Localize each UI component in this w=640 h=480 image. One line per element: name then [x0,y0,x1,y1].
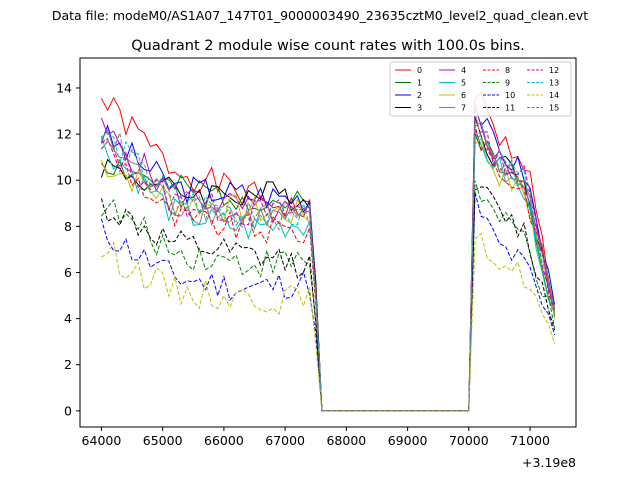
y-tick-label: 2 [64,357,72,372]
x-tick-label: 68000 [326,433,366,448]
legend-label-5: 5 [461,79,466,88]
y-tick-label: 4 [64,311,72,326]
series-line-14 [101,232,556,412]
x-tick-label: 65000 [143,433,183,448]
x-tick-label: 64000 [82,433,122,448]
y-tick-label: 0 [64,403,72,418]
plot-area [80,58,576,427]
x-tick-label: 71000 [510,433,550,448]
legend-label-12: 12 [549,66,559,75]
x-offset-label: +3.19e8 [522,455,576,470]
series-line-12 [101,131,556,412]
x-tick-label: 67000 [265,433,305,448]
y-tick-label: 14 [56,80,72,95]
legend-label-10: 10 [505,91,515,100]
legend-label-14: 14 [549,91,559,100]
legend-label-4: 4 [461,66,466,75]
legend-label-8: 8 [505,66,510,75]
legend-label-7: 7 [461,104,466,113]
y-tick-label: 12 [56,127,72,142]
legend-label-11: 11 [505,104,515,113]
legend-label-1: 1 [417,79,422,88]
legend-label-13: 13 [549,79,559,88]
legend-label-9: 9 [505,79,510,88]
legend-label-6: 6 [461,91,466,100]
chart-suptitle: Data file: modeM0/AS1A07_147T01_90000034… [52,8,588,23]
series-layer [100,91,556,412]
x-tick-label: 69000 [388,433,428,448]
y-tick-label: 8 [64,219,72,234]
chart-title: Quadrant 2 module wise count rates with … [131,38,525,54]
x-tick-label: 66000 [204,433,244,448]
y-axis: 0 2 4 6 8 10 12 14 [56,80,80,418]
legend-label-2: 2 [417,91,422,100]
axes-frame [79,57,577,428]
y-tick-label: 6 [64,265,72,280]
series-line-15 [101,111,556,412]
x-tick-label: 70000 [449,433,489,448]
legend-label-3: 3 [417,104,422,113]
legend-label-15: 15 [549,104,559,113]
x-axis: 64000 65000 66000 67000 68000 69000 70000 71000 [82,427,550,448]
legend-label-0: 0 [417,66,422,75]
legend-box [389,61,572,117]
y-tick-label: 10 [56,173,72,188]
series-line-11 [100,186,556,412]
